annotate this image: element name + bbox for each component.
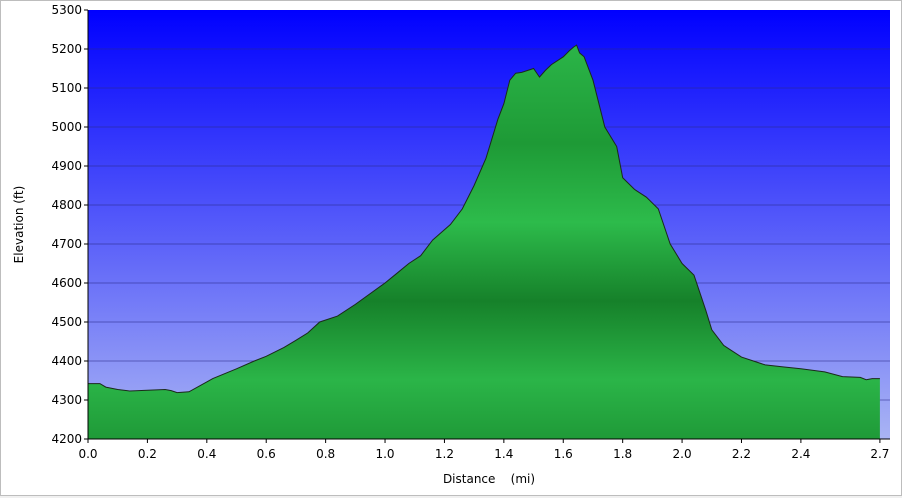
y-axis-ticks: 4200 4300 4400 4500 4600 4700 4800 4900 5000 5100… (51, 3, 88, 446)
x-tick-label: 0.8 (316, 447, 335, 461)
x-tick-label: 2.0 (673, 447, 692, 461)
y-tick-label: 5300 (51, 3, 82, 17)
y-tick-label: 5000 (51, 120, 82, 134)
y-axis-label: Elevation (ft) (12, 186, 26, 264)
y-tick-label: 4700 (51, 237, 82, 251)
x-tick-label: 2.4 (791, 447, 810, 461)
y-tick-label: 4500 (51, 315, 82, 329)
x-tick-label: 2.7 (870, 447, 889, 461)
y-tick-label: 4900 (51, 159, 82, 173)
y-tick-label: 4400 (51, 354, 82, 368)
x-tick-label: 1.6 (554, 447, 573, 461)
y-tick-label: 4600 (51, 276, 82, 290)
y-tick-label: 4800 (51, 198, 82, 212)
x-tick-label: 1.8 (613, 447, 632, 461)
x-tick-label: 1.2 (435, 447, 454, 461)
x-tick-label: 1.0 (375, 447, 394, 461)
x-tick-label: 0.6 (257, 447, 276, 461)
y-tick-label: 5100 (51, 81, 82, 95)
x-tick-label: 1.4 (494, 447, 513, 461)
y-tick-label: 4300 (51, 393, 82, 407)
elevation-line (88, 44, 880, 394)
axes (87, 10, 890, 440)
x-axis-ticks: 0.0 0.2 0.4 0.6 0.8 1.0 1.2 1.4 1.6 1.8 2.0 2.2 2.4 2… (78, 439, 889, 461)
y-tick-label: 5200 (51, 42, 82, 56)
x-tick-label: 0.0 (78, 447, 97, 461)
x-tick-label: 0.4 (197, 447, 216, 461)
x-tick-label: 0.2 (138, 447, 157, 461)
x-axis-label: Distance (mi) (443, 472, 535, 486)
y-tick-label: 4200 (51, 432, 82, 446)
x-tick-label: 2.2 (732, 447, 751, 461)
elevation-area (88, 45, 880, 439)
